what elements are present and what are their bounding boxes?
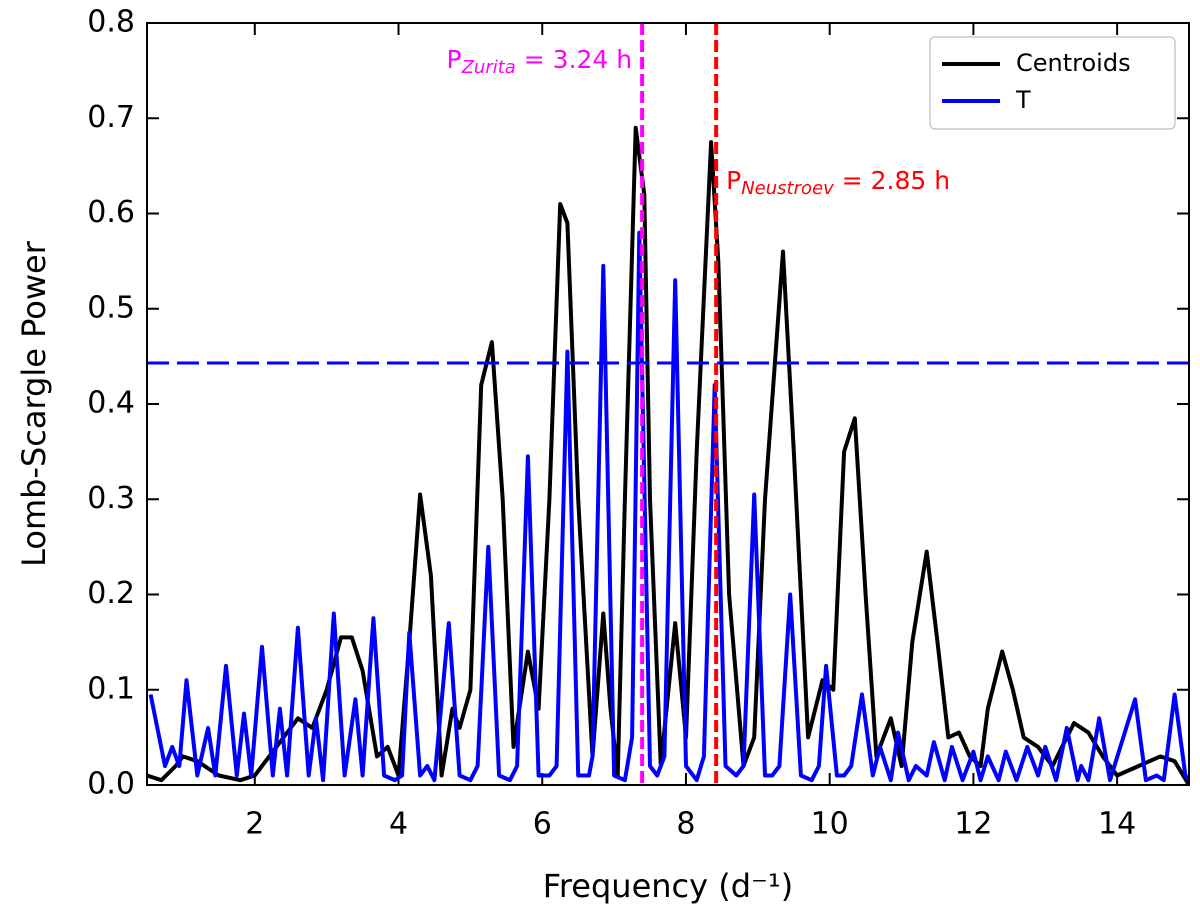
label-main: P (447, 45, 462, 74)
x-axis-label: Frequency (d⁻¹) (543, 867, 793, 905)
label-sub: Neustroev (741, 178, 834, 199)
y-axis-label: Lomb-Scargle Power (15, 240, 53, 567)
label-main: P (726, 166, 741, 195)
y-tick-label: 0.8 (87, 5, 135, 40)
label-sub: Zurita (461, 57, 516, 78)
x-tick-label: 14 (1098, 807, 1136, 842)
y-tick-label: 0.0 (87, 767, 135, 802)
y-tick-label: 0.6 (87, 195, 135, 230)
x-tick-label: 4 (389, 807, 408, 842)
legend-label: Centroids (1016, 49, 1131, 77)
x-tick-label: 2 (245, 807, 264, 842)
y-tick-label: 0.2 (87, 576, 135, 611)
label-suffix: = 2.85 h (834, 166, 950, 195)
plot-frame (146, 22, 1190, 786)
period-label: PZurita = 3.24 h (447, 45, 633, 78)
y-tick-label: 0.7 (87, 100, 135, 135)
label-suffix: = 3.24 h (516, 45, 632, 74)
x-tick-label: 12 (954, 807, 992, 842)
y-tick-label: 0.1 (87, 671, 135, 706)
y-tick-label: 0.3 (87, 481, 135, 516)
series-line (147, 125, 1189, 785)
legend-label: T (1015, 86, 1031, 114)
x-tick-label: 6 (533, 807, 552, 842)
legend-box (929, 36, 1176, 130)
x-tick-label: 10 (811, 807, 849, 842)
x-tick-label: 8 (676, 807, 695, 842)
y-tick-label: 0.5 (87, 290, 135, 325)
series-line (148, 230, 1189, 783)
y-tick-label: 0.4 (87, 386, 135, 421)
period-label: PNeustroev = 2.85 h (726, 166, 950, 199)
